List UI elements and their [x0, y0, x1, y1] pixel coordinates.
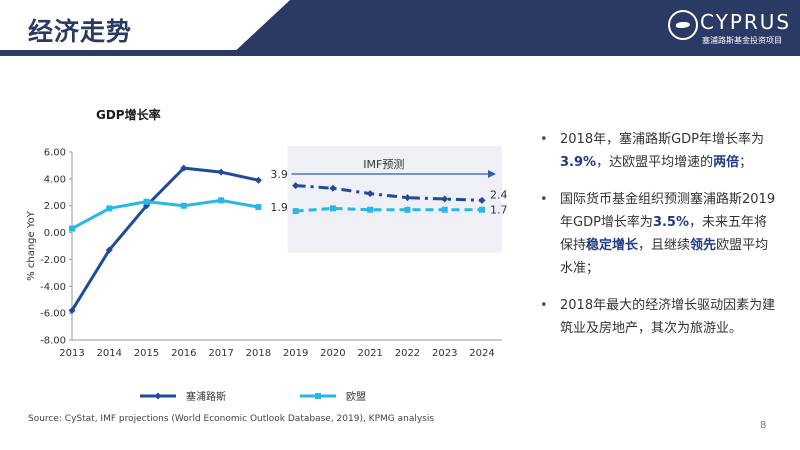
data-point-eu	[404, 206, 411, 213]
data-point-cyprus	[254, 176, 262, 184]
y-tick-label: -2.00	[40, 255, 66, 266]
y-tick-label: -8.00	[40, 336, 66, 347]
bullet-text: ；	[739, 155, 753, 170]
bullet-text: 2018年，塞浦路斯GDP年增长率为	[560, 132, 765, 147]
data-point-eu	[367, 206, 374, 213]
data-point-cyprus	[403, 194, 411, 202]
bullet-highlight: 稳定增长	[586, 238, 639, 253]
bullet-item-3: 2018年最大的经济增长驱动因素为建筑业及房地产，其次为旅游业。	[538, 294, 778, 340]
data-point-cyprus	[366, 190, 374, 198]
logo-subtitle: 塞浦路斯基金投资项目	[702, 36, 782, 45]
bullet-text: ，未来五年将保持	[560, 215, 768, 253]
y-tick-label: -4.00	[40, 282, 66, 293]
bullet-highlight: 3.5%	[652, 215, 689, 230]
x-tick-label: 2017	[208, 348, 233, 359]
y-tick-label: 6.00	[44, 148, 66, 159]
data-point-eu	[106, 205, 113, 212]
data-label: 3.9	[270, 168, 288, 181]
data-point-cyprus	[105, 246, 113, 254]
bullet-list: 2018年，塞浦路斯GDP年增长率为 3.9%，达欧盟平均增速的两倍； 国际货币基…	[538, 128, 778, 354]
data-point-cyprus	[180, 164, 188, 172]
legend-label: 塞浦路斯	[186, 390, 226, 403]
bullet-text: 欧盟平均水准；	[560, 238, 769, 276]
data-point-eu	[143, 198, 150, 205]
bullet-item-1: 2018年，塞浦路斯GDP年增长率为 3.9%，达欧盟平均增速的两倍；	[538, 128, 778, 174]
data-point-cyprus	[441, 195, 449, 203]
bullet-text: 国际货币基金组织预测塞浦路斯2019年GDP增长率为	[560, 192, 776, 230]
y-tick-label: 4.00	[44, 174, 66, 185]
data-point-eu	[218, 197, 225, 204]
gdp-growth-chart: 6.00 4.00 2.00 0.00 -2.00 -4.00 -6.00 -8.002013…	[26, 146, 508, 403]
bullet-text: ，且继续	[638, 238, 691, 253]
bullet-highlight: 3.9%	[560, 155, 597, 170]
data-label: 1.7	[490, 204, 508, 217]
data-point-eu	[292, 208, 299, 215]
legend-marker-eu	[315, 393, 321, 399]
data-point-cyprus	[478, 196, 486, 204]
y-axis-label: % change YoY	[26, 210, 37, 281]
data-point-eu	[479, 206, 485, 213]
data-point-eu	[441, 206, 448, 213]
x-tick-label: 2016	[171, 348, 196, 359]
x-tick-label: 2020	[320, 348, 345, 359]
logo: CYPRUS 塞浦路斯基金投资项目	[668, 10, 794, 50]
x-tick-label: 2022	[395, 348, 420, 359]
header-band	[0, 0, 800, 60]
y-tick-label: 0.00	[44, 228, 66, 239]
data-point-eu	[329, 205, 336, 212]
data-point-eu	[69, 225, 75, 232]
x-tick-label: 2019	[283, 348, 308, 359]
projection-label: IMF预测	[363, 158, 404, 171]
data-point-cyprus	[329, 184, 337, 192]
page-number: 8	[760, 420, 767, 431]
bullet-highlight: 领先	[690, 238, 717, 253]
x-tick-label: 2015	[134, 348, 159, 359]
bullet-highlight: 两倍	[713, 155, 740, 170]
data-label: 2.4	[490, 188, 508, 201]
projection-arrow-head	[488, 170, 496, 178]
projection-region	[287, 146, 502, 253]
data-point-eu	[180, 202, 187, 209]
source-note: Source: CyStat, IMF projections (World E…	[28, 414, 435, 424]
data-point-cyprus	[292, 182, 300, 190]
x-tick-label: 2013	[59, 348, 84, 359]
data-label: 1.9	[270, 201, 288, 214]
x-tick-label: 2021	[357, 348, 382, 359]
x-tick-label: 2014	[97, 348, 122, 359]
legend-label: 欧盟	[346, 391, 366, 403]
x-tick-label: 2018	[246, 348, 271, 359]
y-tick-label: 2.00	[44, 201, 66, 212]
data-point-cyprus	[217, 168, 225, 176]
page-title: 经济走势	[28, 17, 133, 46]
series-line-cyprus	[70, 166, 259, 312]
header-band-shape	[0, 0, 800, 56]
logo-text: CYPRUS	[700, 10, 792, 34]
bullet-item-2: 国际货币基金组织预测塞浦路斯2019年GDP增长率为3.5%，未来五年将保持稳定…	[538, 188, 778, 280]
cyprus-map-icon	[668, 10, 698, 40]
x-tick-label: 2024	[469, 348, 494, 359]
series-projection-eu	[295, 206, 482, 213]
chart-title: GDP增长率	[96, 108, 161, 122]
data-point-cyprus	[68, 306, 76, 314]
series-projection-cyprus	[295, 184, 483, 202]
x-tick-label: 2023	[432, 348, 457, 359]
y-tick-label: -6.00	[40, 309, 66, 320]
bullet-text: ，达欧盟平均增速的	[596, 155, 714, 170]
series-line-eu	[71, 198, 259, 230]
legend-marker-cyprus	[154, 392, 162, 400]
bullet-text: 2018年最大的经济增长驱动因素为建筑业及房地产，其次为旅游业。	[560, 298, 776, 336]
data-point-eu	[255, 204, 262, 211]
